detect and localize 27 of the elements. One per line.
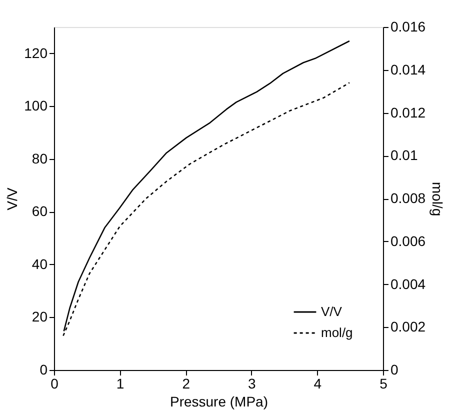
y-tick-label: 20: [32, 308, 48, 325]
y2-tick-label: 0.012: [390, 104, 426, 120]
y-tick-label: 40: [32, 256, 48, 272]
y2-tick-label: 0.008: [390, 190, 426, 206]
legend-label: mol/g: [321, 325, 353, 340]
x-tick-label: 4: [314, 376, 322, 392]
y-tick-label: 60: [32, 203, 48, 220]
x-tick-label: 2: [182, 376, 190, 392]
y2-axis-title: mol/g: [430, 182, 446, 216]
y2-tick-label: 0.014: [390, 61, 426, 78]
y-tick-label: 80: [32, 150, 48, 166]
legend-label: V/V: [321, 304, 342, 319]
x-tick-label: 5: [380, 376, 388, 392]
y2-tick-label: 0.002: [390, 318, 426, 335]
y2-tick-label: 0.016: [390, 18, 426, 34]
x-axis-title: Pressure (MPa): [170, 394, 268, 410]
x-tick-label: 3: [248, 376, 256, 392]
y2-tick-label: 0.01: [390, 147, 418, 164]
y2-tick-label: 0.004: [390, 276, 426, 292]
x-tick-label: 0: [50, 376, 59, 392]
y-axis-title: V/V: [4, 187, 20, 210]
y2-tick-label: 0.006: [390, 232, 426, 249]
y-tick-label: 100: [24, 98, 48, 114]
y-tick-label: 0: [40, 362, 48, 378]
x-tick-label: 1: [116, 376, 124, 392]
y-tick-label: 120: [24, 44, 48, 61]
y2-tick-label: 0: [390, 362, 398, 378]
